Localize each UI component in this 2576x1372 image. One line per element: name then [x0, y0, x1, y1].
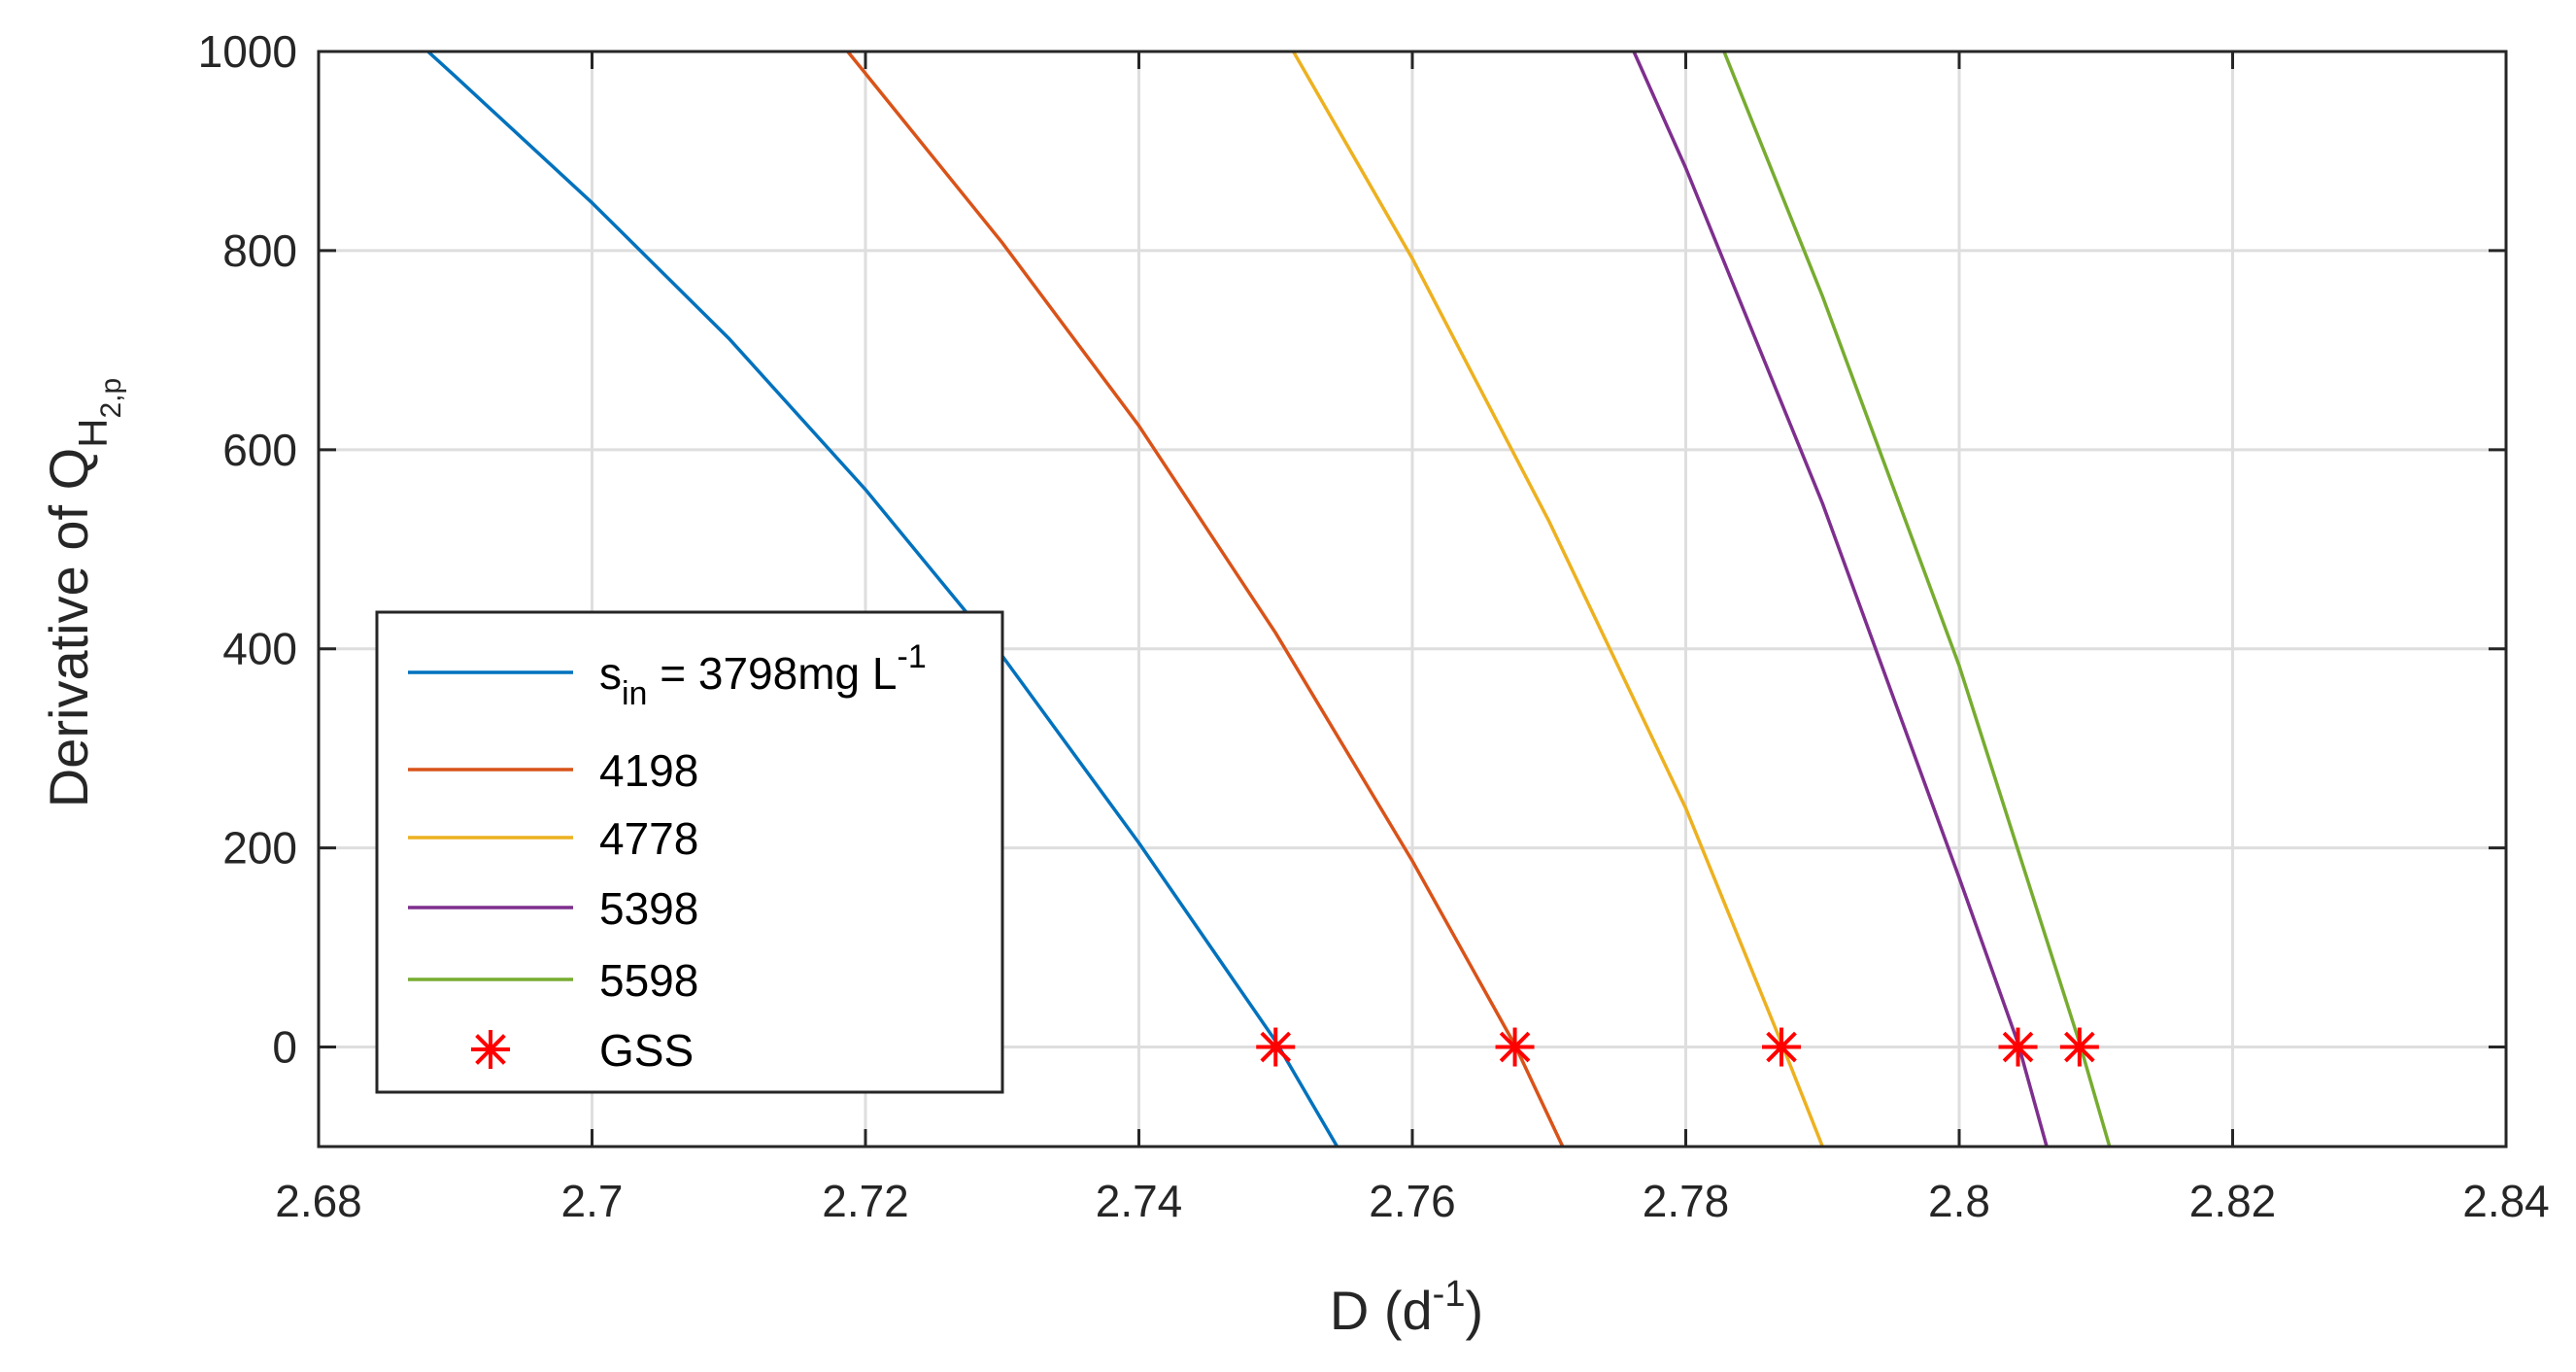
series-line-4	[1632, 51, 2049, 1148]
gss-marker	[2059, 1027, 2099, 1067]
legend-label-2: 4198	[599, 745, 698, 796]
y-tick-label: 800	[222, 225, 297, 276]
legend-label-gss: GSS	[599, 1025, 694, 1076]
x-tick-label: 2.84	[2462, 1176, 2550, 1226]
gss-markers	[1256, 1027, 2099, 1067]
y-tick-label: 200	[222, 823, 297, 874]
series-line-3	[1291, 51, 1824, 1148]
axis-ticks: 2.68 2.7 2.72 2.74 2.76 2.78 2.8 2.82 2.84 0 200 40…	[198, 26, 2550, 1226]
gss-marker	[1495, 1027, 1535, 1067]
y-tick-label: 400	[222, 624, 297, 674]
x-tick-label: 2.8	[1928, 1176, 1990, 1226]
legend-label-5: 5598	[599, 955, 698, 1006]
legend-label-1: sin = 3798mg L-1	[599, 638, 927, 712]
series-line-1	[426, 50, 1339, 1148]
x-tick-label: 2.78	[1643, 1176, 1730, 1226]
legend-box	[375, 610, 1004, 1094]
legend-gss-marker	[471, 1030, 510, 1069]
gss-marker	[1998, 1027, 2038, 1067]
legend-label-4: 5398	[599, 883, 698, 934]
x-tick-label: 2.7	[561, 1176, 624, 1226]
y-tick-label: 600	[222, 425, 297, 475]
x-tick-label: 2.82	[2189, 1176, 2277, 1226]
y-axis-title: Derivative of QH2,p	[38, 378, 127, 807]
series-line-5	[1722, 51, 2112, 1148]
x-tick-label: 2.76	[1369, 1176, 1456, 1226]
grid	[319, 51, 2506, 1147]
gss-marker	[1762, 1027, 1802, 1067]
y-tick-label: 1000	[198, 26, 297, 77]
legend: sin = 3798mg L-1 4198 4778 5398 5598 GSS	[375, 610, 1004, 1094]
x-tick-label: 2.72	[822, 1176, 909, 1226]
x-axis-title: D (d-1)	[1330, 1274, 1483, 1341]
legend-label-3: 4778	[599, 813, 698, 864]
gss-marker	[1256, 1027, 1296, 1067]
y-tick-label: 0	[272, 1022, 297, 1073]
x-tick-label: 2.68	[275, 1176, 362, 1226]
x-tick-label: 2.74	[1096, 1176, 1183, 1226]
legend-entries: sin = 3798mg L-1 4198 4778 5398 5598 GSS	[408, 638, 927, 1076]
